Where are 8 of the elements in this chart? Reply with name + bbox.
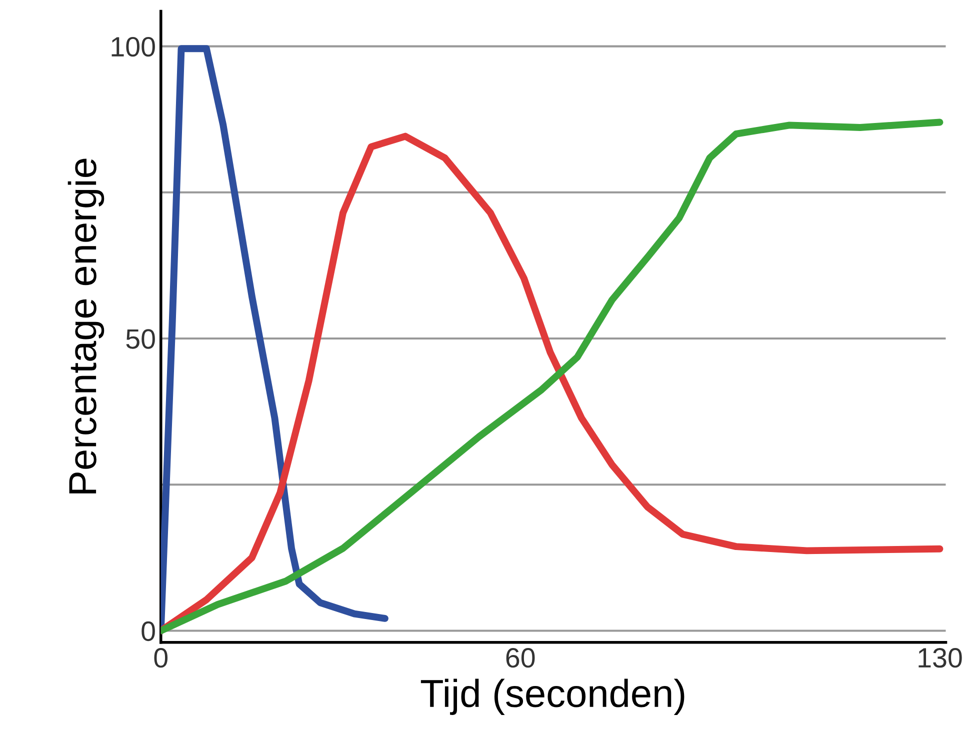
y-tick-label: 0 <box>142 621 155 642</box>
y-tick-label: 100 <box>112 36 155 57</box>
x-tick-label: 60 <box>506 648 535 668</box>
x-tick-label: 130 <box>918 648 962 668</box>
x-axis-title: Tijd (seconden) <box>420 678 684 715</box>
y-axis-title: Percentage energie <box>68 158 104 494</box>
y-tick-label: 50 <box>126 329 155 349</box>
x-tick-label: 0 <box>154 648 168 668</box>
